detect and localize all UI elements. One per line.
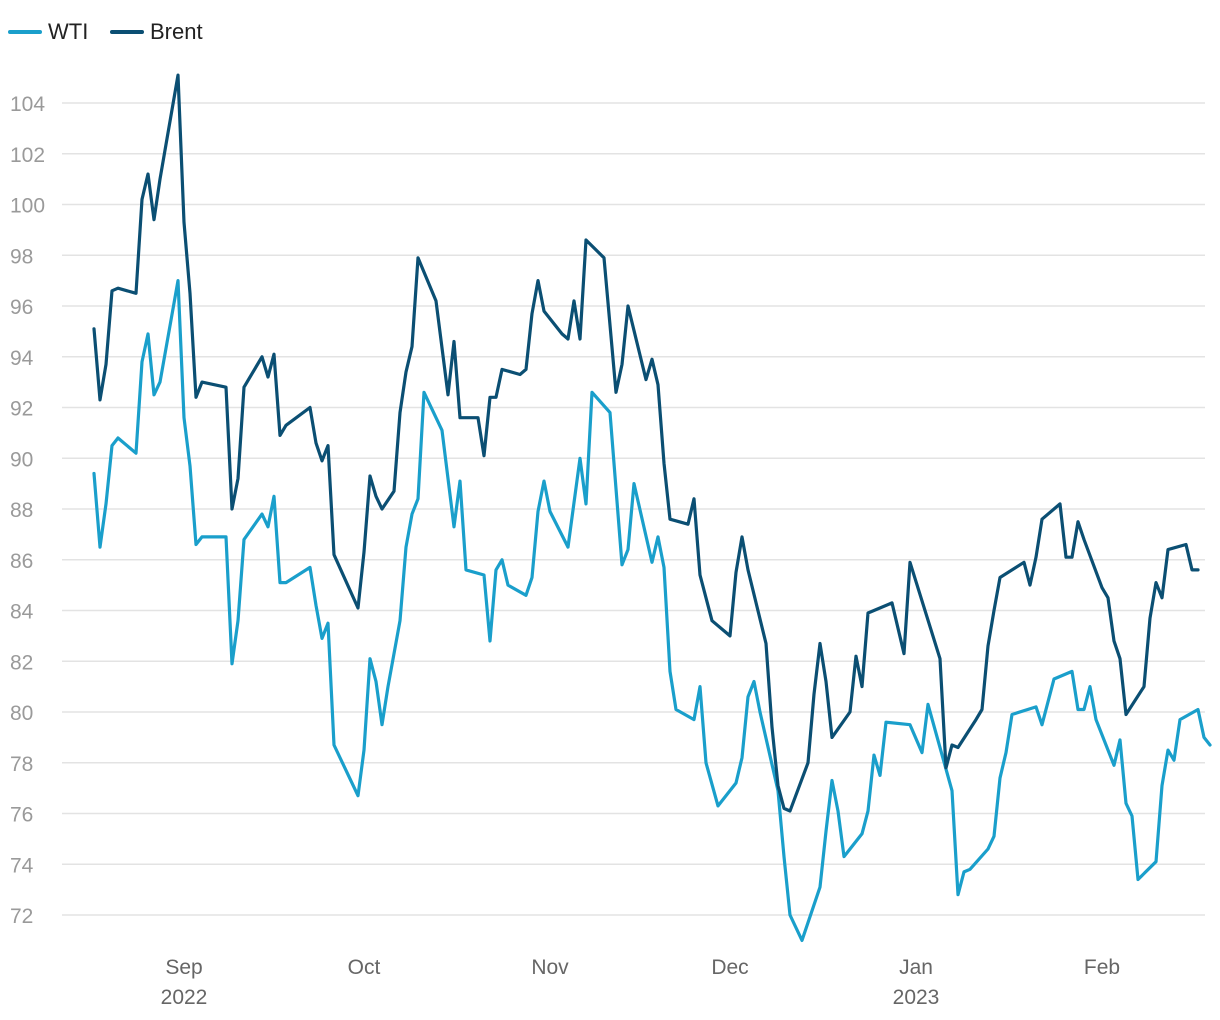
y-axis: 72 74 76 78 80 82 84 86 88 90 92 94 96 98 100 102 104 <box>10 93 45 928</box>
y-tick-label: 84 <box>10 601 34 624</box>
y-tick-label: 78 <box>10 753 33 776</box>
legend-label-brent: Brent <box>150 19 203 44</box>
series-group <box>92 73 1212 942</box>
x-tick-label: Oct <box>348 956 381 979</box>
y-tick-label: 98 <box>10 245 33 268</box>
y-tick-label: 104 <box>10 93 45 116</box>
x-tick-sublabel: 2022 <box>161 986 208 1009</box>
y-tick-label: 82 <box>10 651 33 674</box>
legend-item-wti[interactable]: WTI <box>8 19 88 44</box>
y-tick-label: 92 <box>10 398 33 421</box>
x-tick-label: Sep <box>165 956 202 979</box>
x-tick-label: Dec <box>711 956 748 979</box>
y-tick-label: 80 <box>10 702 33 725</box>
series-line-brent[interactable] <box>92 73 1200 813</box>
y-tick-label: 88 <box>10 499 33 522</box>
gridlines <box>62 102 1205 916</box>
y-tick-label: 72 <box>10 905 33 928</box>
legend: WTI Brent <box>8 19 203 44</box>
legend-label-wti: WTI <box>48 19 88 44</box>
y-tick-label: 90 <box>10 448 33 471</box>
y-tick-label: 102 <box>10 144 45 167</box>
y-tick-label: 86 <box>10 550 33 573</box>
x-tick-label: Nov <box>531 956 569 979</box>
y-tick-label: 96 <box>10 296 33 319</box>
y-tick-label: 94 <box>10 347 34 370</box>
x-axis: Sep 2022 Oct Nov Dec Jan 2023 Feb <box>161 956 1120 1009</box>
x-tick-label: Jan <box>899 956 933 979</box>
x-tick-sublabel: 2023 <box>893 986 940 1009</box>
y-tick-label: 100 <box>10 195 45 218</box>
x-tick-label: Feb <box>1084 956 1120 979</box>
y-tick-label: 74 <box>10 854 34 877</box>
series-line-wti[interactable] <box>92 279 1212 942</box>
y-tick-label: 76 <box>10 804 33 827</box>
legend-item-brent[interactable]: Brent <box>110 19 203 44</box>
